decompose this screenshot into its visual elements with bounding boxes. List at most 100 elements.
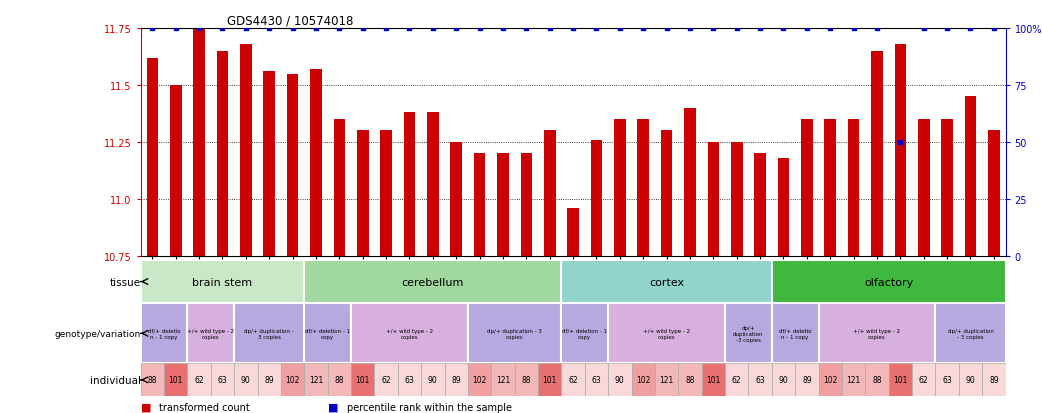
Text: 62: 62 [568,375,578,385]
Bar [730,142,743,256]
Text: brain stem: brain stem [193,277,252,287]
Bar [141,260,304,304]
Bar [936,363,959,396]
Bar [281,363,304,396]
Bar [234,363,257,396]
Text: 63: 63 [755,375,765,385]
Text: 88: 88 [686,375,695,385]
Bar [936,304,1006,363]
Point [331,26,348,32]
Bar [965,97,976,256]
Bar [304,260,562,304]
Bar [567,208,579,256]
Bar [562,363,585,396]
Text: 90: 90 [966,375,975,385]
Point [798,26,815,32]
Bar [147,58,158,256]
Point [168,26,184,32]
Bar [515,363,538,396]
Point [986,26,1002,32]
Text: dp/+ duplication - 3
copies: dp/+ duplication - 3 copies [488,328,542,339]
Text: 89: 89 [989,375,998,385]
Text: 88: 88 [148,375,157,385]
Bar [871,52,883,256]
Bar [918,120,929,256]
Text: 63: 63 [218,375,227,385]
Bar [772,260,1006,304]
Text: 102: 102 [636,375,650,385]
Text: GDS4430 / 10574018: GDS4430 / 10574018 [227,15,353,28]
Bar [655,363,678,396]
Bar [164,363,188,396]
Text: 89: 89 [802,375,812,385]
Bar [445,363,468,396]
Bar [374,363,398,396]
Bar [351,363,374,396]
Text: 121: 121 [846,375,861,385]
Point [845,26,862,32]
Point [518,26,535,32]
Bar [333,120,345,256]
Bar [609,304,725,363]
Text: olfactory: olfactory [864,277,913,287]
Text: 62: 62 [919,375,928,385]
Bar [468,363,491,396]
Bar [795,363,819,396]
Bar [287,74,298,256]
Text: 62: 62 [731,375,742,385]
Bar [141,363,164,396]
Text: dp/+
duplication
-3 copies: dp/+ duplication -3 copies [734,325,764,342]
Point [681,26,698,32]
Point [705,26,722,32]
Bar [889,363,912,396]
Text: 101: 101 [355,375,370,385]
Bar [959,363,983,396]
Bar [865,363,889,396]
Text: df/+ deletio
n - 1 copy: df/+ deletio n - 1 copy [778,328,812,339]
Text: 88: 88 [872,375,882,385]
Bar [188,363,210,396]
Point [260,26,277,32]
Text: ■: ■ [328,402,339,412]
Point [424,26,441,32]
Point [284,26,301,32]
Point [354,26,371,32]
Bar [609,363,631,396]
Text: 102: 102 [472,375,487,385]
Text: 62: 62 [194,375,204,385]
Point [751,26,768,32]
Point [892,139,909,146]
Point [238,26,254,32]
Bar [988,131,999,256]
Bar [403,113,416,256]
Bar [562,260,772,304]
Text: 62: 62 [381,375,391,385]
Text: 89: 89 [451,375,461,385]
Bar [544,131,555,256]
Bar [398,363,421,396]
Text: 90: 90 [428,375,438,385]
Bar [777,158,790,256]
Text: 101: 101 [169,375,183,385]
Bar [304,363,327,396]
Point [215,26,231,32]
Bar [591,140,602,256]
Text: +/+ wild type - 2
copies: +/+ wild type - 2 copies [188,328,234,339]
Text: cerebellum: cerebellum [401,277,464,287]
Text: 102: 102 [823,375,838,385]
Point [659,26,675,32]
Point [401,26,418,32]
Text: 88: 88 [522,375,531,385]
Bar [427,113,439,256]
Bar [983,363,1006,396]
Bar [848,120,860,256]
Point [775,26,792,32]
Text: cortex: cortex [649,277,685,287]
Bar [356,131,369,256]
Text: 63: 63 [592,375,601,385]
Bar [708,142,719,256]
Bar [491,363,515,396]
Bar [188,304,234,363]
Text: +/+ wild type - 2
copies: +/+ wild type - 2 copies [853,328,900,339]
Point [962,26,978,32]
